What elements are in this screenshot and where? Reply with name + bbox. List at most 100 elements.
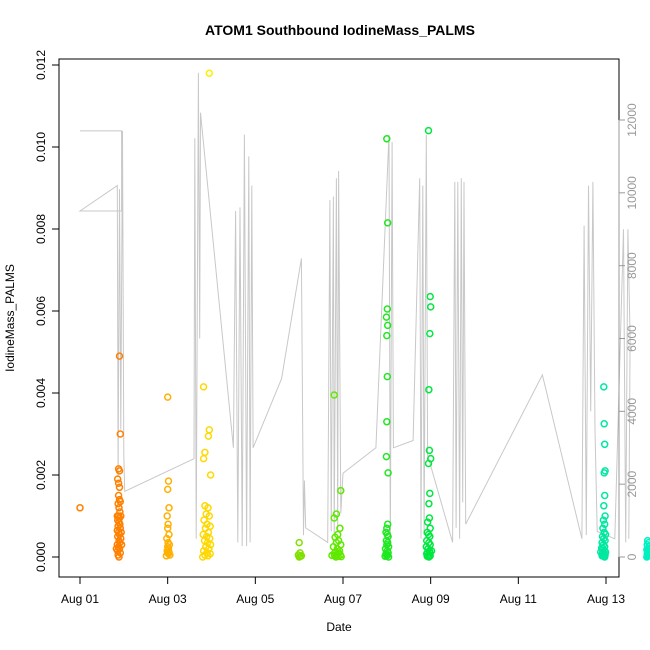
data-point xyxy=(163,485,172,494)
y-tick-label: 0.002 xyxy=(34,460,48,490)
data-point xyxy=(116,430,125,438)
series-flight-7 xyxy=(381,135,393,561)
data-point xyxy=(383,305,392,313)
data-point xyxy=(332,553,340,561)
data-point xyxy=(201,448,209,457)
y-tick-label: 0.000 xyxy=(34,542,48,572)
data-point xyxy=(328,551,336,560)
data-point xyxy=(601,512,609,520)
data-point xyxy=(295,538,303,547)
altitude-layer xyxy=(78,72,631,547)
series-flight-10 xyxy=(643,536,650,561)
series-flight-4 xyxy=(205,69,214,77)
data-point xyxy=(163,534,171,543)
data-point xyxy=(600,469,608,477)
data-point xyxy=(115,504,123,512)
data-point xyxy=(425,499,433,508)
data-point xyxy=(424,126,433,135)
data-point xyxy=(166,551,174,559)
data-point xyxy=(199,454,208,463)
x-tick-label: Aug 01 xyxy=(61,592,99,606)
data-point xyxy=(117,528,125,537)
data-point xyxy=(296,552,305,560)
data-point xyxy=(205,69,214,77)
data-point xyxy=(425,385,433,394)
data-point xyxy=(381,552,389,560)
y2-tick-label: 12000 xyxy=(625,103,639,137)
data-point xyxy=(383,321,392,330)
data-point xyxy=(115,553,123,561)
series-flight-2 xyxy=(162,393,174,560)
y-tick-label: 0.006 xyxy=(34,296,48,326)
data-point xyxy=(382,452,391,461)
data-point xyxy=(425,446,434,455)
data-point xyxy=(76,504,84,512)
data-point xyxy=(114,479,123,487)
y-tick-label: 0.012 xyxy=(34,50,48,80)
data-point xyxy=(599,524,607,533)
series-flight-6 xyxy=(328,391,345,561)
x-tick-label: Aug 07 xyxy=(324,592,362,606)
data-point xyxy=(426,303,435,311)
x-tick-label: Aug 09 xyxy=(412,592,450,606)
data-point xyxy=(424,459,433,468)
data-point xyxy=(423,518,432,526)
data-point xyxy=(600,491,609,500)
data-point xyxy=(600,502,608,510)
data-point xyxy=(599,516,608,524)
data-point xyxy=(426,552,434,560)
y2-tick-label: 10000 xyxy=(625,176,639,210)
y2-tick-label: 4000 xyxy=(625,398,639,425)
x-tick-label: Aug 05 xyxy=(236,592,274,606)
data-point xyxy=(199,383,208,391)
data-point xyxy=(383,219,392,227)
data-point xyxy=(425,514,434,522)
data-point xyxy=(117,540,126,549)
plot-frame xyxy=(58,58,620,578)
data-point xyxy=(600,440,609,449)
x-axis: Aug 01 Aug 03 Aug 05 Aug 07 Aug 09 Aug 11 Aug … xyxy=(61,576,625,606)
altitude-trace xyxy=(78,72,631,547)
y-tick-label: 0.004 xyxy=(34,378,48,408)
y-axis: 0.000 0.002 0.004 0.006 0.008 0.010 0.012 xyxy=(34,50,60,572)
data-point xyxy=(426,292,434,301)
data-point xyxy=(600,553,609,561)
data-point xyxy=(426,489,434,498)
data-point xyxy=(600,420,608,428)
series-flight-9 xyxy=(596,383,610,561)
data-point xyxy=(600,383,608,391)
data-point xyxy=(383,135,391,143)
data-point xyxy=(383,331,391,340)
data-point xyxy=(206,471,215,479)
data-point xyxy=(163,524,172,533)
data-point xyxy=(115,467,124,475)
data-point xyxy=(162,552,171,560)
data-point xyxy=(600,520,609,528)
data-point xyxy=(115,352,124,360)
data-point xyxy=(425,553,433,561)
x-tick-label: Aug 11 xyxy=(500,592,537,606)
y2-tick-label: 6000 xyxy=(625,325,639,352)
data-point xyxy=(205,426,214,434)
y2-tick-label: 2000 xyxy=(625,470,639,497)
data-point xyxy=(596,548,605,556)
data-point xyxy=(112,545,121,553)
data-point xyxy=(164,520,172,528)
y-axis-label: IodineMass_PALMS xyxy=(3,264,17,372)
x-tick-label: Aug 03 xyxy=(149,592,187,606)
data-point xyxy=(330,514,338,522)
data-point xyxy=(164,477,173,485)
y-tick-label: 0.008 xyxy=(34,214,48,244)
data-point xyxy=(427,547,436,555)
chart-title: ATOM1 Southbound IodineMass_PALMS xyxy=(205,22,475,38)
y2-tick-label: 0 xyxy=(625,553,639,560)
data-point xyxy=(383,417,391,426)
data-point xyxy=(115,483,124,492)
series-flight-8 xyxy=(422,126,436,561)
data-point xyxy=(330,391,338,399)
data-point xyxy=(336,524,344,533)
data-point xyxy=(163,393,172,401)
data-point xyxy=(384,553,393,561)
data-point xyxy=(426,329,434,338)
